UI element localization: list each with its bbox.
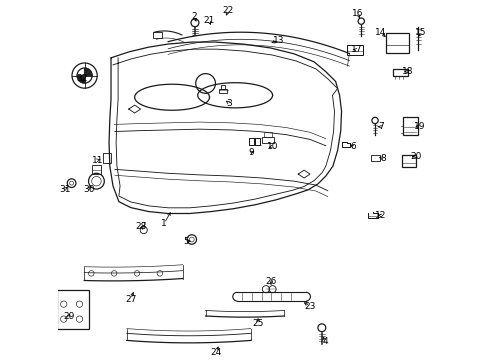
Bar: [92, 165, 101, 174]
Text: 6: 6: [350, 142, 356, 151]
Text: 25: 25: [252, 319, 264, 328]
Text: 3: 3: [226, 99, 232, 108]
Bar: [264, 132, 272, 137]
Bar: [403, 117, 417, 135]
Bar: [57, 290, 89, 329]
Text: 21: 21: [203, 16, 215, 25]
Text: 11: 11: [92, 156, 103, 165]
Polygon shape: [77, 76, 85, 83]
Text: 19: 19: [414, 122, 425, 131]
Bar: [386, 33, 409, 53]
Text: 4: 4: [322, 337, 328, 346]
Text: 10: 10: [267, 142, 278, 151]
Bar: [249, 138, 254, 145]
Bar: [262, 137, 274, 143]
Text: 13: 13: [273, 36, 284, 45]
Text: 8: 8: [380, 154, 386, 163]
Text: 14: 14: [375, 28, 387, 37]
Text: 22: 22: [222, 6, 234, 15]
Text: 23: 23: [304, 302, 316, 311]
Text: 1: 1: [161, 219, 167, 228]
Bar: [103, 153, 111, 163]
Bar: [393, 69, 408, 76]
Text: 26: 26: [266, 277, 277, 286]
Text: 7: 7: [378, 122, 384, 131]
Text: 29: 29: [63, 312, 74, 321]
Text: 32: 32: [76, 74, 88, 83]
Text: 28: 28: [136, 222, 147, 231]
Text: 17: 17: [351, 45, 362, 54]
Bar: [255, 138, 260, 145]
Bar: [371, 155, 380, 162]
Text: 5: 5: [183, 237, 189, 246]
Text: 9: 9: [248, 148, 254, 157]
Text: 24: 24: [211, 348, 222, 357]
Bar: [402, 155, 416, 167]
Text: 12: 12: [375, 211, 387, 220]
Bar: [220, 89, 227, 93]
Bar: [153, 32, 162, 38]
Text: 27: 27: [125, 295, 136, 304]
Bar: [347, 45, 363, 55]
Text: 16: 16: [352, 9, 364, 18]
Bar: [221, 85, 225, 89]
Text: 31: 31: [59, 185, 71, 194]
Polygon shape: [85, 68, 92, 76]
Text: 15: 15: [416, 28, 427, 37]
Text: 30: 30: [83, 185, 94, 194]
Text: 18: 18: [402, 67, 414, 76]
Text: 20: 20: [410, 152, 421, 161]
Text: 2: 2: [191, 12, 196, 21]
